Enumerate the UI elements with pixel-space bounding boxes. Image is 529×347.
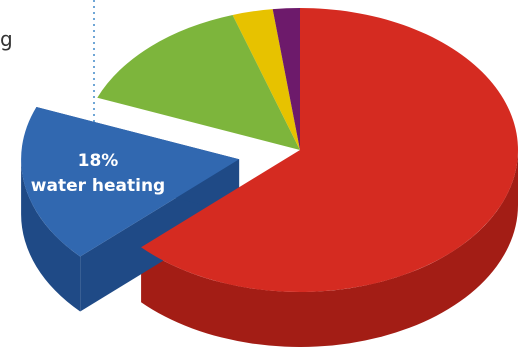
slice-side-1	[21, 159, 81, 312]
slice-labels: 18% water heating	[31, 151, 165, 196]
slice-2	[97, 14, 301, 150]
slice-side-0	[141, 150, 518, 347]
slice-0	[141, 8, 518, 292]
slice-water-heating	[21, 107, 240, 257]
edge-text: g	[0, 27, 13, 51]
slice-4	[272, 8, 300, 150]
slice-label-water-heating-name: water heating	[31, 176, 165, 196]
pie-tops	[21, 8, 518, 292]
slice-3	[232, 9, 300, 150]
slice-label-water-heating-pct: 18%	[78, 151, 119, 171]
